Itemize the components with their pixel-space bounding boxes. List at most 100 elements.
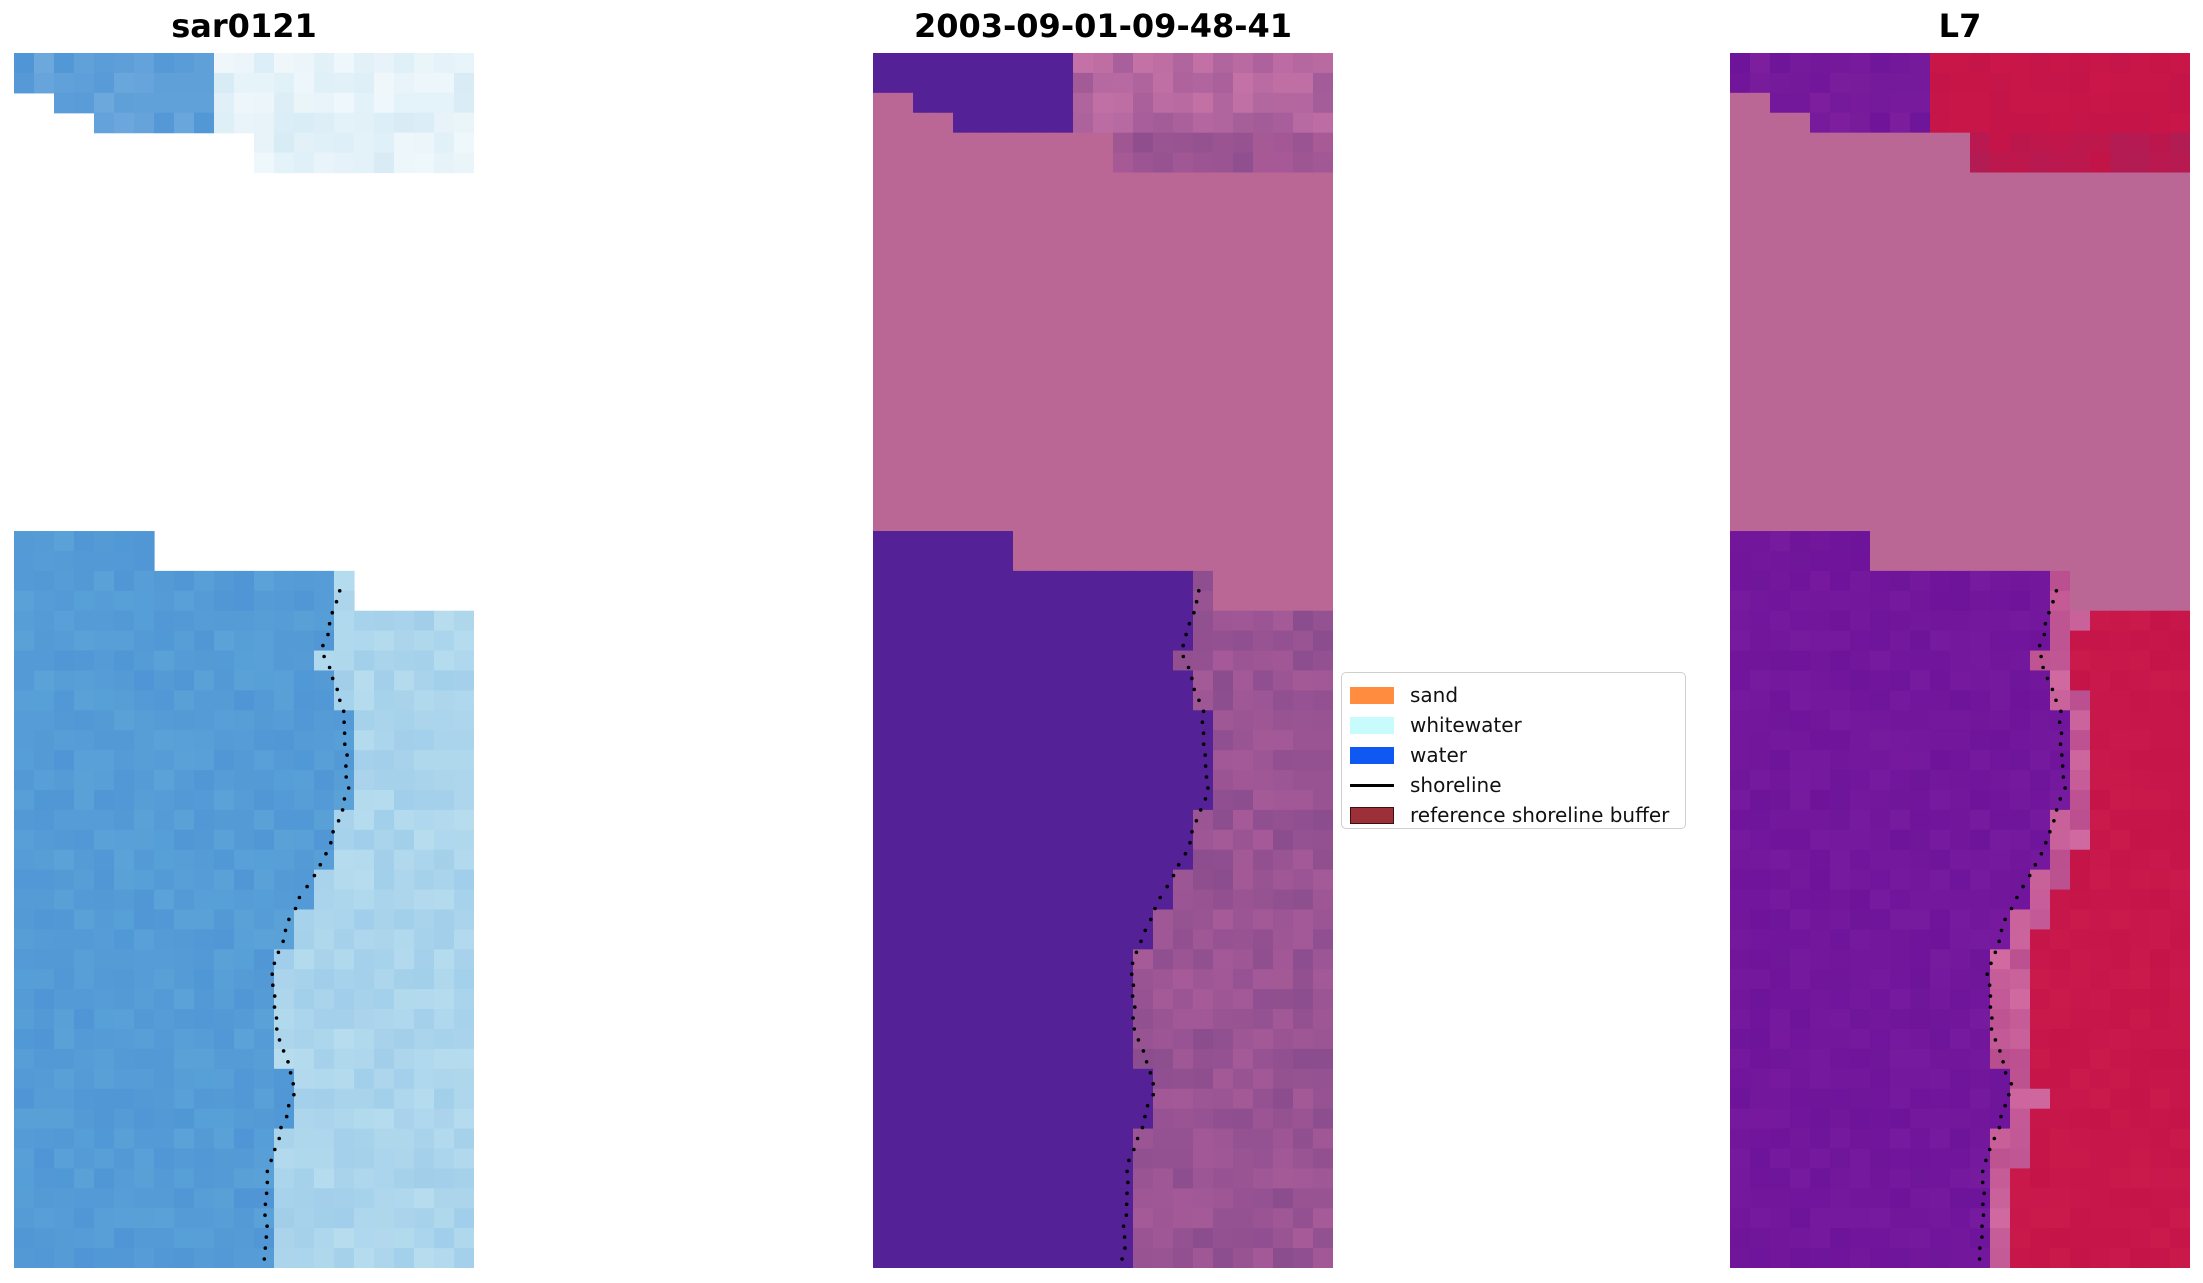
image-pixel — [94, 1108, 115, 1130]
image-pixel — [1093, 53, 1114, 74]
image-pixel — [154, 112, 175, 134]
image-pixel — [933, 132, 954, 154]
image-pixel — [1233, 869, 1254, 891]
image-pixel — [1313, 491, 1333, 512]
image-pixel — [134, 590, 155, 612]
image-pixel — [1750, 909, 1771, 930]
image-pixel — [354, 829, 375, 851]
image-pixel — [953, 710, 974, 731]
image-pixel — [374, 889, 395, 911]
image-pixel — [254, 770, 275, 791]
image-pixel — [1313, 351, 1333, 373]
image-pixel — [2030, 829, 2051, 851]
image-pixel — [14, 989, 35, 1010]
image-pixel — [1750, 1248, 1771, 1268]
image-pixel — [2070, 391, 2091, 413]
image-pixel — [2070, 511, 2091, 532]
image-pixel — [2070, 710, 2091, 731]
image-pixel — [913, 92, 934, 114]
image-pixel — [234, 590, 255, 612]
image-pixel — [1930, 610, 1951, 632]
image-pixel — [354, 1108, 375, 1130]
image-pixel — [1133, 750, 1154, 771]
image-pixel — [1730, 750, 1751, 771]
image-pixel — [34, 869, 55, 891]
image-pixel — [134, 1128, 155, 1150]
image-pixel — [34, 1068, 55, 1090]
image-pixel — [2110, 770, 2131, 791]
image-pixel — [1313, 112, 1333, 134]
image-pixel — [1053, 371, 1074, 393]
legend-item-shoreline: shoreline — [1350, 770, 1677, 800]
image-pixel — [1153, 949, 1174, 970]
image-pixel — [294, 53, 315, 74]
image-pixel — [2010, 1228, 2031, 1249]
image-pixel — [973, 570, 994, 592]
image-pixel — [933, 849, 954, 871]
image-pixel — [1013, 869, 1034, 891]
image-pixel — [1113, 1128, 1134, 1150]
image-pixel — [1810, 869, 1831, 891]
image-pixel — [1173, 1188, 1194, 1209]
image-pixel — [194, 1108, 215, 1130]
image-pixel — [114, 789, 135, 811]
image-pixel — [1910, 451, 1931, 472]
image-pixel — [1033, 272, 1054, 293]
image-pixel — [1890, 252, 1911, 273]
image-pixel — [1033, 531, 1054, 552]
image-pixel — [1850, 969, 1871, 990]
image-pixel — [2170, 152, 2190, 174]
image-pixel — [1950, 212, 1971, 233]
image-pixel — [1233, 232, 1254, 253]
image-pixel — [1750, 770, 1771, 791]
image-pixel — [434, 889, 455, 911]
image-pixel — [2110, 670, 2131, 691]
image-pixel — [1810, 311, 1831, 333]
image-pixel — [1113, 411, 1134, 433]
image-pixel — [1970, 53, 1991, 74]
image-pixel — [74, 1168, 95, 1189]
image-pixel — [454, 690, 474, 711]
image-pixel — [34, 1048, 55, 1070]
image-pixel — [1193, 531, 1214, 552]
image-pixel — [94, 112, 115, 134]
image-pixel — [2030, 550, 2051, 572]
image-pixel — [2130, 1028, 2151, 1050]
image-pixel — [893, 411, 914, 433]
image-pixel — [34, 1248, 55, 1268]
image-pixel — [2170, 1168, 2190, 1189]
image-pixel — [234, 1028, 255, 1050]
image-pixel — [1233, 610, 1254, 632]
image-pixel — [1133, 1128, 1154, 1150]
image-pixel — [1830, 670, 1851, 691]
image-pixel — [1053, 132, 1074, 154]
image-pixel — [1770, 391, 1791, 413]
image-pixel — [1253, 451, 1274, 472]
image-pixel — [2010, 72, 2031, 94]
image-pixel — [1173, 1108, 1194, 1130]
image-pixel — [1053, 491, 1074, 512]
image-pixel — [1033, 750, 1054, 771]
image-pixel — [454, 1108, 474, 1130]
image-pixel — [1233, 272, 1254, 293]
image-pixel — [1810, 272, 1831, 293]
image-pixel — [1970, 72, 1991, 94]
image-pixel — [214, 989, 235, 1010]
image-pixel — [314, 949, 335, 970]
image-pixel — [1970, 1188, 1991, 1209]
image-pixel — [973, 1108, 994, 1130]
image-pixel — [1293, 172, 1314, 194]
image-pixel — [1193, 789, 1214, 811]
image-pixel — [1810, 152, 1831, 174]
image-pixel — [74, 949, 95, 970]
image-pixel — [1313, 252, 1333, 273]
image-pixel — [1890, 889, 1911, 911]
image-pixel — [74, 670, 95, 691]
image-pixel — [1810, 1048, 1831, 1070]
image-pixel — [314, 570, 335, 592]
image-pixel — [1810, 292, 1831, 313]
image-pixel — [1113, 969, 1134, 990]
image-pixel — [933, 789, 954, 811]
image-pixel — [1730, 969, 1751, 990]
image-pixel — [1790, 431, 1811, 452]
